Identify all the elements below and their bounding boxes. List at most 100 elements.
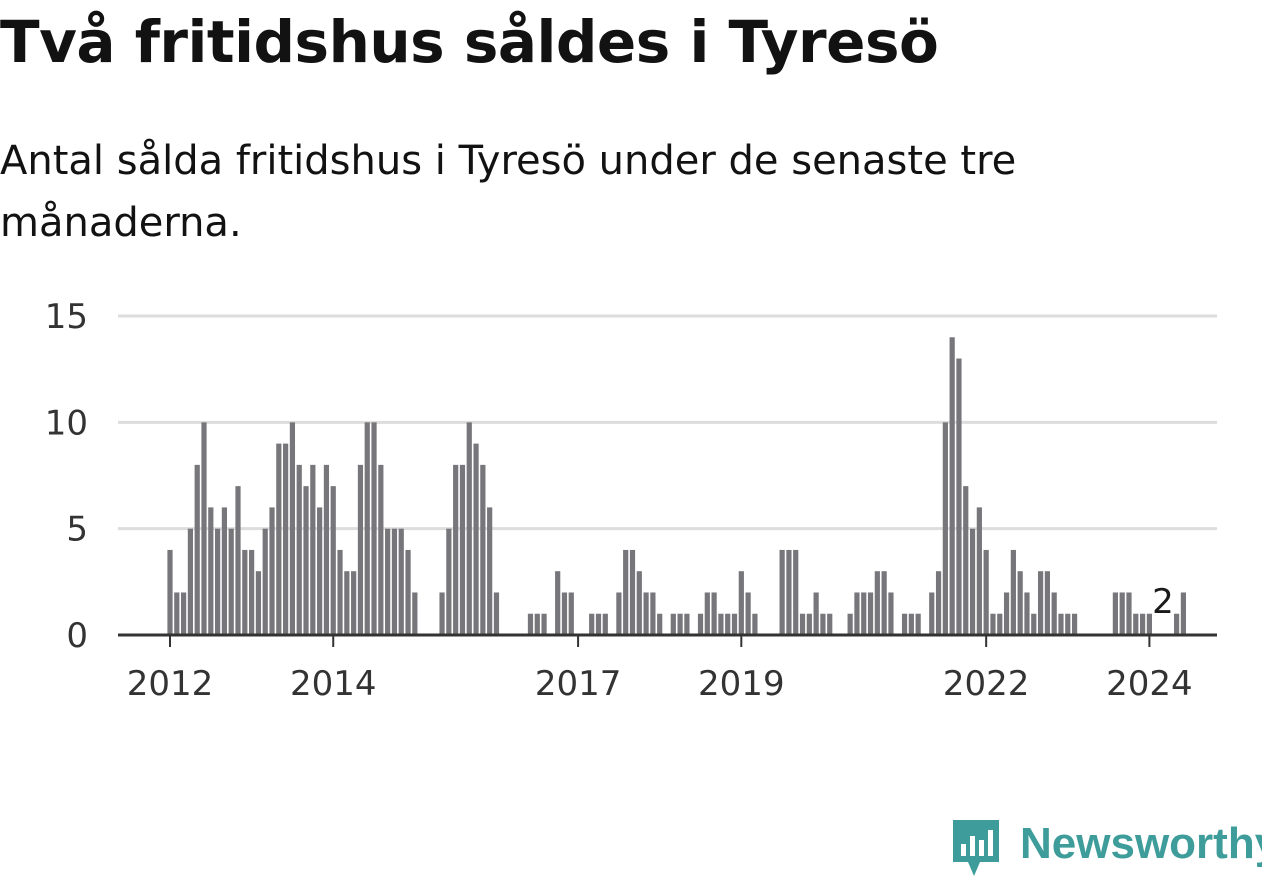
bar [697, 613, 704, 635]
y-tick-label: 0 [66, 616, 88, 656]
bar [310, 464, 316, 635]
bar [262, 528, 268, 635]
bar [1140, 613, 1146, 635]
bar [684, 613, 690, 635]
bar [1051, 592, 1057, 635]
bar [670, 613, 676, 635]
bar [351, 571, 357, 635]
bar [956, 358, 962, 635]
bar [847, 613, 853, 635]
bar [364, 422, 370, 635]
highlight-value-label: 2 [1152, 582, 1174, 622]
bar [459, 464, 466, 635]
bar [1003, 592, 1010, 635]
bar [487, 507, 493, 635]
bar [1133, 613, 1139, 635]
bar [242, 549, 248, 635]
y-tick-label: 15 [45, 297, 88, 337]
bar [1044, 571, 1050, 635]
annotations: 2 [1152, 582, 1174, 622]
bar [657, 613, 663, 635]
bar [969, 528, 976, 635]
bar [296, 464, 302, 635]
bar [786, 549, 792, 635]
bar [1024, 592, 1030, 635]
bar [867, 592, 874, 635]
x-axis-ticks: 2012 2014 2017 2019 2022 2024 [127, 635, 1193, 704]
bar [806, 613, 812, 635]
bar [215, 528, 221, 635]
bar [555, 571, 561, 635]
bar [779, 549, 785, 635]
bar [949, 337, 955, 635]
bar [1112, 592, 1118, 635]
bar [704, 592, 710, 635]
bar [1010, 549, 1016, 635]
x-tick-label: 2014 [290, 664, 377, 704]
bar [718, 613, 724, 635]
bar [976, 507, 982, 635]
bar [194, 464, 200, 635]
bar [1065, 613, 1071, 635]
bar [1017, 571, 1023, 635]
bar [738, 571, 744, 635]
bar [208, 507, 214, 635]
bar [1146, 613, 1152, 635]
bar [289, 422, 296, 635]
bar [493, 592, 500, 635]
bar [1119, 592, 1125, 635]
newsworthy-logo-icon [953, 820, 999, 876]
bar [235, 486, 241, 635]
gridlines [118, 314, 1217, 531]
bar [221, 507, 228, 635]
bar [861, 592, 867, 635]
chart-subtitle: Antal sålda fritidshus i Tyresö under de… [0, 138, 1017, 246]
bar [595, 613, 602, 635]
x-tick-label: 2024 [1106, 664, 1193, 704]
bar [752, 613, 758, 635]
y-tick-label: 5 [66, 510, 88, 550]
bar [541, 613, 547, 635]
bar [677, 613, 683, 635]
bar [249, 549, 255, 635]
bar [398, 528, 404, 635]
bar [813, 592, 819, 635]
x-tick-label: 2019 [698, 664, 785, 704]
bar [385, 528, 391, 635]
bar [337, 549, 343, 635]
bar [317, 507, 323, 635]
y-tick-label: 10 [45, 403, 88, 443]
bar [820, 613, 826, 635]
bar [929, 592, 935, 635]
x-tick-label: 2017 [535, 664, 622, 704]
bar [167, 549, 173, 635]
bar [915, 613, 921, 635]
bar [623, 549, 629, 635]
bar [568, 592, 574, 635]
bar [963, 486, 969, 635]
bar [330, 486, 336, 635]
bar [453, 464, 459, 635]
bar [181, 592, 187, 635]
bar [942, 422, 948, 635]
bar [527, 613, 534, 635]
bar [534, 613, 540, 635]
bar [1031, 613, 1037, 635]
bar [1174, 613, 1180, 635]
bar [1037, 571, 1044, 635]
bar [854, 592, 860, 635]
bar [473, 443, 479, 635]
bar [990, 613, 996, 635]
y-axis-ticks: 0 5 10 15 [45, 297, 88, 656]
bar [405, 549, 411, 635]
bar [480, 464, 486, 635]
bar [874, 571, 880, 635]
bar [589, 613, 595, 635]
bars [167, 337, 1186, 635]
bar [636, 571, 642, 635]
bar [391, 528, 398, 635]
bar [602, 613, 608, 635]
bar [323, 464, 330, 635]
bar [888, 592, 894, 635]
bar [901, 613, 908, 635]
